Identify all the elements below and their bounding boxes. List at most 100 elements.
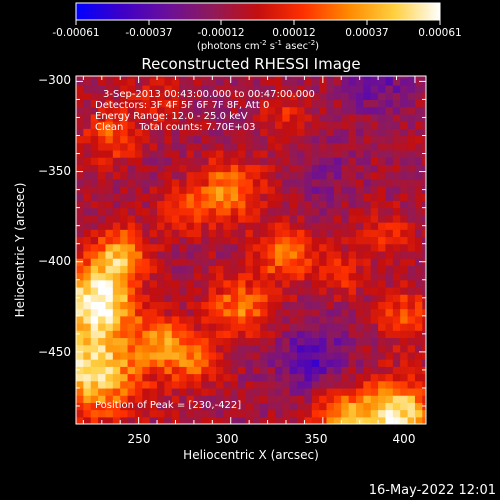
heatmap-cell <box>179 157 188 165</box>
heatmap-cell <box>348 250 357 259</box>
heatmap-cell <box>422 387 426 396</box>
heatmap-cell <box>201 207 210 216</box>
heatmap-cell <box>297 409 306 418</box>
heatmap-cell <box>201 250 210 259</box>
heatmap-cell <box>274 323 283 331</box>
heatmap-cell <box>378 387 387 396</box>
heatmap-cell <box>356 200 364 209</box>
heatmap-cell <box>171 351 180 360</box>
heatmap-cell <box>149 200 158 209</box>
heatmap-cell <box>230 178 239 187</box>
heatmap-cell <box>134 99 143 108</box>
heatmap-cell <box>260 185 269 194</box>
heatmap-cell <box>98 85 107 93</box>
heatmap-cell <box>245 387 254 396</box>
heatmap-cell <box>297 222 306 230</box>
heatmap-cell <box>127 121 136 129</box>
heatmap-cell <box>274 106 283 115</box>
heatmap-cell <box>208 106 217 115</box>
heatmap-cell <box>245 373 254 382</box>
heatmap-cell <box>83 380 92 389</box>
heatmap-cell <box>134 178 143 187</box>
heatmap-cell <box>297 373 306 382</box>
heatmap-cell <box>333 286 342 295</box>
heatmap-cell <box>216 236 224 245</box>
heatmap-cell <box>112 85 121 93</box>
heatmap-cell <box>297 92 306 101</box>
heatmap-cell <box>193 106 202 115</box>
heatmap-cell <box>157 85 166 93</box>
heatmap-cell <box>83 164 92 173</box>
heatmap-cell <box>267 128 276 137</box>
heatmap-cell <box>348 77 357 86</box>
heatmap-cell <box>134 301 143 310</box>
heatmap-cell <box>282 301 291 310</box>
heatmap-cell <box>260 178 269 187</box>
heatmap-cell <box>149 258 158 266</box>
heatmap-cell <box>142 402 151 411</box>
heatmap-cell <box>341 351 350 360</box>
heatmap-cell <box>193 222 202 230</box>
heatmap-cell <box>297 387 306 396</box>
heatmap-cell <box>356 113 364 122</box>
heatmap-cell <box>356 402 364 411</box>
heatmap-cell <box>149 243 158 252</box>
heatmap-cell <box>407 193 416 202</box>
heatmap-cell <box>297 258 306 266</box>
heatmap-cell <box>333 229 342 238</box>
heatmap-cell <box>319 344 328 353</box>
heatmap-cell <box>142 409 151 418</box>
heatmap-cell <box>83 250 92 259</box>
heatmap-cell <box>341 279 350 288</box>
heatmap-cell <box>245 286 254 295</box>
heatmap-cell <box>216 402 224 411</box>
heatmap-cell <box>333 193 342 202</box>
heatmap-cell <box>171 121 180 129</box>
heatmap-cell <box>370 76 379 79</box>
heatmap-cell <box>223 409 232 418</box>
heatmap-cell <box>422 344 426 353</box>
heatmap-cell <box>157 351 166 360</box>
heatmap-cell <box>179 395 188 403</box>
heatmap-cell <box>245 185 254 194</box>
heatmap-cell <box>319 258 328 266</box>
heatmap-cell <box>216 409 224 418</box>
heatmap-cell <box>223 337 232 346</box>
heatmap-cell <box>149 395 158 403</box>
heatmap-cell <box>201 142 210 151</box>
heatmap-cell <box>134 323 143 331</box>
heatmap-cell <box>245 222 254 230</box>
heatmap-cell <box>422 200 426 209</box>
heatmap-cell <box>142 359 151 367</box>
heatmap-cell <box>348 409 357 418</box>
heatmap-cell <box>83 323 92 331</box>
heatmap-cell <box>311 236 320 245</box>
heatmap-cell <box>267 142 276 151</box>
heatmap-cell <box>164 402 173 411</box>
heatmap-cell <box>407 409 416 418</box>
heatmap-cell <box>289 294 298 302</box>
heatmap-cell <box>98 366 107 375</box>
heatmap-cell <box>76 416 84 424</box>
heatmap-cell <box>319 286 328 295</box>
heatmap-cell <box>171 85 180 93</box>
heatmap-cell <box>149 308 158 317</box>
heatmap-cell <box>120 243 129 252</box>
heatmap-cell <box>245 207 254 216</box>
heatmap-cell <box>179 294 188 302</box>
heatmap-cell <box>90 106 99 115</box>
heatmap-cell <box>311 92 320 101</box>
heatmap-cell <box>238 380 247 389</box>
heatmap-cell <box>193 387 202 396</box>
heatmap-cell <box>105 294 114 302</box>
heatmap-cell <box>98 337 107 346</box>
heatmap-cell <box>223 157 232 165</box>
heatmap-cell <box>304 337 313 346</box>
heatmap-cell <box>105 193 114 202</box>
heatmap-cell <box>208 121 217 129</box>
heatmap-cell <box>282 243 291 252</box>
heatmap-cell <box>208 323 217 331</box>
heatmap-cell <box>407 351 416 360</box>
heatmap-cell <box>164 294 173 302</box>
heatmap-cell <box>348 92 357 101</box>
